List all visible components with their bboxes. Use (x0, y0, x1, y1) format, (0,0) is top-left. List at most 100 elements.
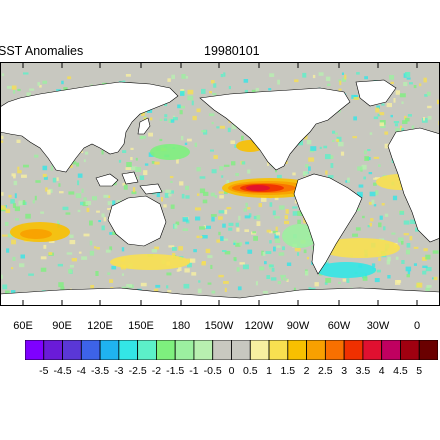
anomaly-cell (187, 138, 192, 142)
anomaly-cell (371, 199, 375, 205)
anomaly-cell (148, 132, 153, 137)
anomaly-cell (339, 80, 342, 86)
anomaly-cell (325, 76, 331, 82)
anomaly-cell (387, 275, 391, 279)
anomaly-cell (236, 267, 240, 272)
anomaly-cell (358, 184, 364, 188)
anomaly-cell (275, 226, 278, 232)
colorbar-swatch (306, 340, 326, 360)
anomaly-cell (121, 247, 125, 252)
anomaly-cell (239, 262, 245, 265)
anomaly-cell (423, 117, 425, 121)
anomaly-cell (237, 286, 242, 291)
anomaly-cell (223, 72, 226, 77)
anomaly-cell (212, 93, 217, 96)
anomaly-cell (60, 286, 65, 291)
anomaly-cell (267, 161, 270, 166)
anomaly-cell (193, 249, 197, 253)
anomaly-cell (207, 282, 212, 285)
anomaly-cell (392, 195, 398, 201)
anomaly-cell (101, 150, 104, 155)
land-north-america (199, 87, 351, 171)
anomaly-region (110, 254, 190, 270)
anomaly-cell (305, 270, 309, 276)
anomaly-cell (170, 180, 173, 183)
anomaly-cell (48, 241, 55, 243)
anomaly-cell (274, 216, 280, 219)
anomaly-cell (369, 222, 372, 227)
anomaly-cell (379, 215, 383, 220)
anomaly-cell (65, 212, 71, 215)
anomaly-cell (302, 171, 308, 175)
anomaly-cell (151, 249, 157, 253)
colorbar-swatch (362, 340, 383, 360)
anomaly-cell (355, 227, 361, 231)
anomaly-cell (310, 146, 317, 151)
anomaly-cell (211, 290, 216, 294)
anomaly-cell (178, 267, 182, 271)
lon-label: 120W (244, 320, 274, 332)
anomaly-cell (278, 252, 285, 256)
anomaly-cell (362, 276, 368, 281)
anomaly-cell (50, 165, 53, 171)
anomaly-cell (196, 235, 200, 238)
anomaly-cell (340, 151, 345, 156)
anomaly-cell (95, 271, 99, 276)
anomaly-cell (231, 161, 236, 166)
anomaly-cell (12, 256, 16, 261)
anomaly-cell (191, 100, 194, 106)
anomaly-cell (427, 105, 432, 109)
anomaly-cell (304, 134, 308, 140)
anomaly-cell (329, 155, 334, 159)
anomaly-cell (172, 117, 178, 121)
anomaly-cell (164, 192, 169, 198)
anomaly-cell (6, 248, 10, 253)
anomaly-cell (235, 242, 241, 247)
anomaly-cell (401, 241, 404, 245)
anomaly-cell (222, 250, 227, 252)
colorbar-label: 4.5 (393, 365, 408, 377)
anomaly-cell (211, 169, 217, 174)
anomaly-cell (172, 247, 177, 251)
anomaly-cell (423, 248, 428, 252)
anomaly-cell (205, 225, 211, 229)
lon-label: 0 (413, 320, 421, 332)
anomaly-cell (192, 115, 197, 121)
anomaly-cell (76, 162, 80, 167)
anomaly-cell (40, 211, 44, 214)
anomaly-cell (363, 150, 367, 155)
anomaly-cell (1, 73, 5, 77)
anomaly-cell (56, 177, 59, 181)
colorbar-label: -0.5 (203, 365, 222, 377)
anomaly-cell (293, 287, 296, 291)
anomaly-cell (231, 124, 237, 130)
anomaly-cell (1, 234, 8, 237)
anomaly-cell (107, 195, 111, 198)
anomaly-cell (151, 161, 155, 164)
anomaly-cell (5, 208, 11, 213)
anomaly-cell (81, 188, 84, 193)
anomaly-cell (338, 281, 341, 284)
anomaly-cell (265, 251, 272, 254)
anomaly-cell (5, 290, 10, 294)
anomaly-cell (411, 125, 415, 131)
anomaly-cell (373, 116, 379, 120)
anomaly-cell (379, 122, 384, 127)
anomaly-cell (407, 114, 412, 117)
anomaly-cell (243, 208, 247, 212)
anomaly-cell (144, 163, 149, 166)
colorbar-label: 3.5 (355, 365, 371, 377)
anomaly-cell (159, 138, 163, 142)
anomaly-cell (184, 268, 190, 273)
anomaly-cell (364, 76, 368, 80)
lon-label: 180 (171, 320, 191, 332)
anomaly-cell (346, 278, 350, 283)
anomaly-cell (274, 238, 281, 243)
anomaly-cell (425, 254, 431, 260)
anomaly-cell (179, 181, 184, 186)
anomaly-cell (324, 282, 328, 285)
anomaly-cell (235, 222, 239, 227)
anomaly-cell (75, 193, 82, 199)
lon-label: 120E (87, 320, 113, 332)
anomaly-cell (190, 258, 196, 263)
